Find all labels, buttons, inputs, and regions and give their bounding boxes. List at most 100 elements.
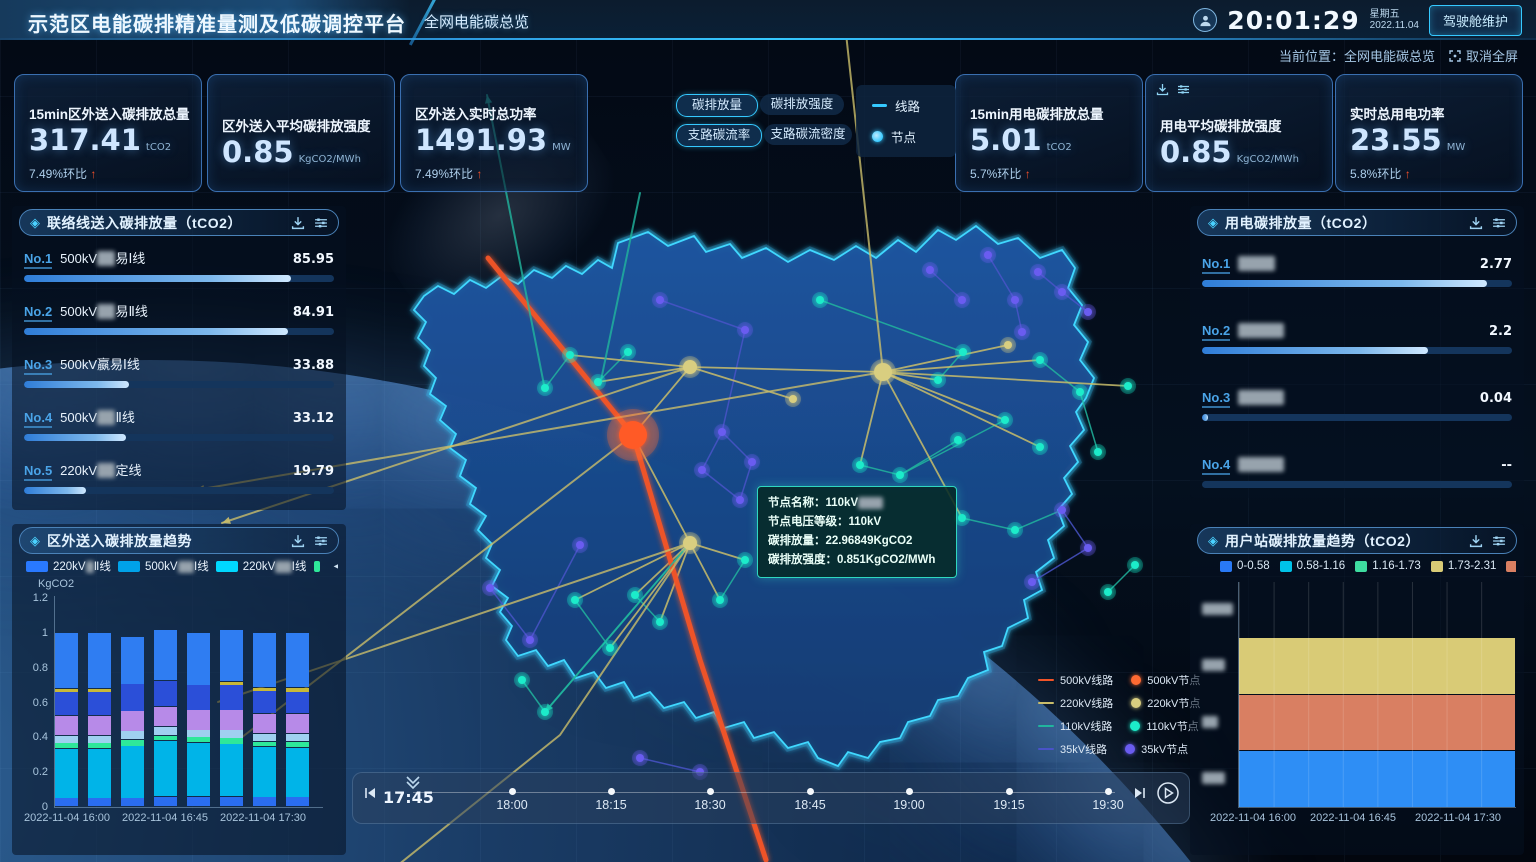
diamond-icon: ◈ bbox=[30, 214, 40, 230]
node-110kv bbox=[816, 296, 824, 304]
rank-bar-track bbox=[24, 487, 334, 494]
filter-settings-icon[interactable] bbox=[1492, 216, 1506, 230]
download-icon[interactable] bbox=[1469, 216, 1483, 230]
line-swatch bbox=[1038, 702, 1054, 704]
rank-bar-track bbox=[1202, 347, 1512, 354]
card-value: 23.55 bbox=[1350, 123, 1442, 157]
timeline-tick-dot[interactable] bbox=[905, 788, 913, 795]
y-tick-label: 0.2 bbox=[32, 766, 48, 779]
location-label: 当前位置： bbox=[1278, 49, 1344, 64]
panel-tieline-inflow: ◈ 联络线送入碳排放量（tCO2） No.1500kV██易Ⅰ线85.95No.… bbox=[12, 206, 346, 510]
timeline-tick-dot[interactable] bbox=[806, 788, 814, 795]
node-110kv bbox=[716, 596, 724, 604]
bar-segment bbox=[154, 740, 177, 797]
node-35kv bbox=[1034, 268, 1042, 276]
timeline-tick-dot[interactable] bbox=[1104, 788, 1112, 795]
top-header-bar: 示范区电能碳排精准量测及低碳调控平台 全网电能碳总览 20:01:29 星期五 … bbox=[0, 0, 1536, 40]
line-label: 35kV线路 bbox=[1060, 744, 1108, 756]
bar-segment bbox=[55, 692, 78, 716]
node-110kv bbox=[1124, 382, 1132, 390]
x-tick-label: 2022-11-04 16:45 bbox=[121, 812, 209, 824]
bar-segment bbox=[88, 735, 111, 743]
filter-settings-icon[interactable] bbox=[1492, 534, 1506, 548]
tooltip-value: 0.851KgCO2/MWh bbox=[837, 553, 936, 566]
skip-to-end-button[interactable] bbox=[1133, 786, 1147, 805]
card-value: 317.41 bbox=[29, 123, 141, 157]
download-icon[interactable] bbox=[291, 216, 305, 230]
node-220kv bbox=[789, 395, 797, 403]
bar-segment bbox=[286, 797, 309, 807]
download-icon[interactable] bbox=[1469, 534, 1483, 548]
rank-item-name: 500kV██Ⅱ线 bbox=[60, 410, 135, 425]
toggle-carbon-intensity[interactable]: 碳排放强度 bbox=[760, 94, 844, 115]
bar-segment bbox=[187, 710, 210, 730]
bar-segment bbox=[88, 688, 111, 692]
node-220kv bbox=[683, 360, 697, 374]
bar-segment bbox=[187, 737, 210, 743]
timeline-track[interactable] bbox=[413, 792, 1115, 793]
heatmap-row bbox=[1239, 638, 1515, 694]
panel-header: ◈ 区外送入碳排放量趋势 bbox=[19, 527, 339, 554]
time-marker-chevron-icon[interactable] bbox=[400, 775, 426, 791]
page-title: 示范区电能碳排精准量测及低碳调控平台 bbox=[28, 14, 406, 36]
timeline-tick-dot[interactable] bbox=[706, 788, 714, 795]
user-avatar-icon[interactable] bbox=[1193, 8, 1218, 32]
legend-swatch bbox=[1279, 560, 1292, 572]
location-value: 全网电能碳总览 bbox=[1343, 49, 1435, 64]
node-110kv bbox=[1094, 448, 1102, 456]
x-tick-label: 2022-11-04 16:00 bbox=[1209, 812, 1297, 824]
card-label: 区外送入平均碳排放强度 bbox=[222, 119, 371, 134]
node-110kv bbox=[631, 591, 639, 599]
play-button[interactable] bbox=[1156, 781, 1180, 810]
toggle-carbon-emission[interactable]: 碳排放量 bbox=[676, 94, 758, 117]
rank-item-name: █████ bbox=[1238, 457, 1501, 472]
censored-text: ██ bbox=[97, 463, 116, 478]
node-35kv bbox=[656, 296, 664, 304]
panel-header: ◈ 用户站碳排放量趋势（tCO2） bbox=[1197, 527, 1517, 554]
rank-value: 85.95 bbox=[292, 252, 334, 267]
tab-network-carbon-overview[interactable]: 全网电能碳总览 bbox=[424, 14, 530, 31]
skip-to-start-button[interactable] bbox=[363, 786, 377, 805]
pager-prev-icon[interactable]: ◀ bbox=[333, 560, 338, 572]
card-label: 区外送入实时总功率 bbox=[415, 107, 537, 122]
timeline-tick-dot[interactable] bbox=[508, 788, 516, 795]
card-inflow-total: 15min区外送入碳排放总量 317.41 tCO2 7.49%环比 ↑ bbox=[14, 74, 202, 192]
timeline-tick-dot[interactable] bbox=[1005, 788, 1013, 795]
bar-segment bbox=[121, 798, 144, 807]
rank-number: No.5 bbox=[24, 463, 53, 481]
rank-bar-fill bbox=[24, 487, 86, 494]
bar-segment bbox=[286, 733, 309, 742]
toggle-branch-flow-density[interactable]: 支路碳流密度 bbox=[764, 124, 852, 145]
tooltip-key: 碳排放强度： bbox=[768, 553, 837, 566]
tooltip-row: 碳排放量：22.96849KgCO2 bbox=[768, 532, 946, 551]
filter-settings-icon[interactable] bbox=[314, 534, 328, 548]
legend-swatch bbox=[1506, 560, 1516, 572]
up-arrow-icon: ↑ bbox=[1024, 167, 1031, 181]
filter-settings-icon[interactable] bbox=[1177, 83, 1190, 96]
bar-segment bbox=[154, 630, 177, 681]
exit-fullscreen-button[interactable]: 取消全屏 bbox=[1449, 46, 1518, 65]
timeline-tick-dot[interactable] bbox=[607, 788, 615, 795]
bar-segment bbox=[220, 685, 243, 710]
node-110kv bbox=[1131, 561, 1139, 569]
panel-title: 用户站碳排放量趋势（tCO2） bbox=[1225, 532, 1420, 549]
breadcrumb-bar: 当前位置：全网电能碳总览 取消全屏 bbox=[1279, 46, 1518, 65]
toggle-branch-flow-rate[interactable]: 支路碳流率 bbox=[676, 124, 762, 147]
card-label: 实时总用电功率 bbox=[1350, 107, 1445, 122]
filter-settings-icon[interactable] bbox=[314, 216, 328, 230]
bar-segment bbox=[220, 730, 243, 738]
download-icon[interactable] bbox=[1156, 83, 1169, 96]
bar-segment bbox=[253, 633, 276, 688]
rank-item-name: 220kV██定线 bbox=[60, 463, 142, 478]
download-icon[interactable] bbox=[291, 534, 305, 548]
censored-text: ██ bbox=[177, 561, 194, 573]
bar-segment bbox=[187, 633, 210, 685]
node-35kv bbox=[1058, 288, 1066, 296]
bar-segment bbox=[253, 687, 276, 691]
bar-segment bbox=[88, 798, 111, 807]
legend-swatch bbox=[215, 560, 238, 572]
cockpit-maintenance-button[interactable]: 驾驶舱维护 bbox=[1428, 4, 1522, 36]
tooltip-row: 碳排放强度：0.851KgCO2/MWh bbox=[768, 551, 946, 570]
